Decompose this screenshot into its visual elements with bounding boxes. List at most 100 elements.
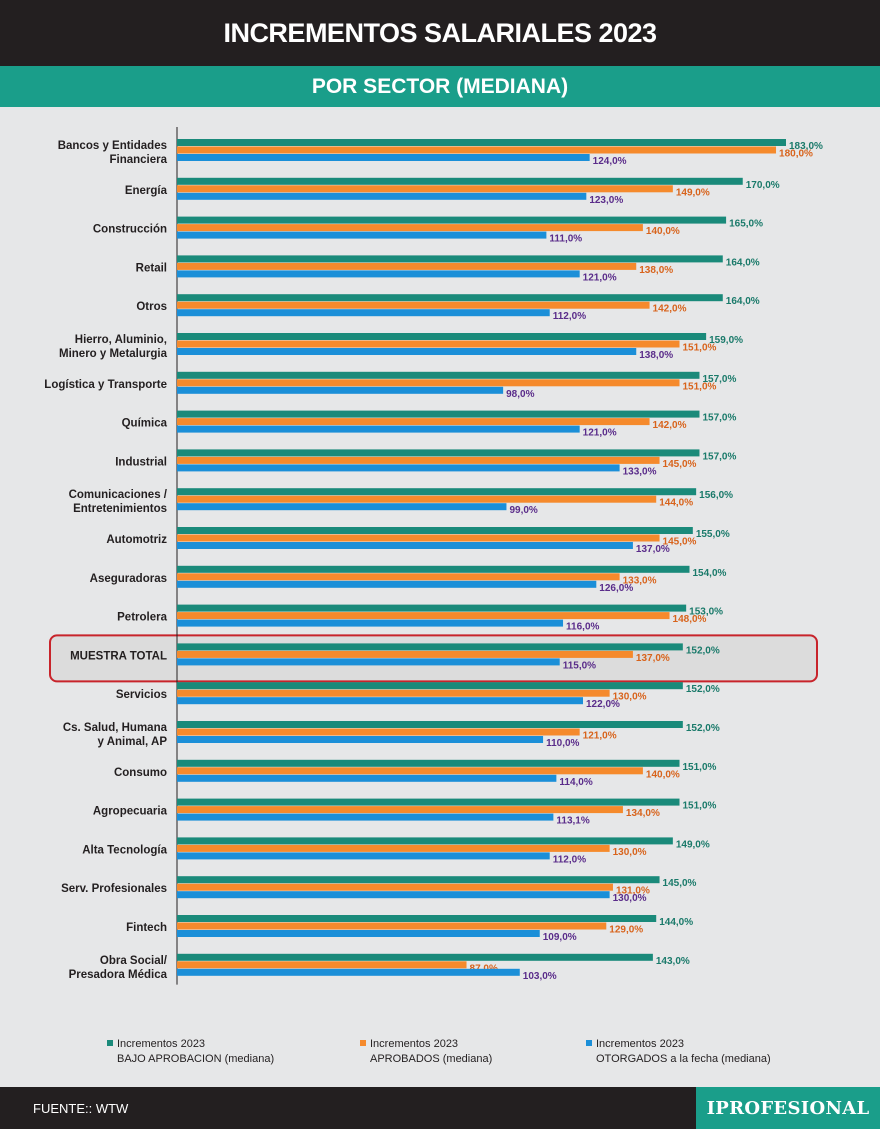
category-label: Aseguradoras [90,573,167,585]
legend-label-line1: Incrementos 2023 [117,1038,206,1050]
legend-label-line1: Incrementos 2023 [596,1038,685,1050]
data-label-otorgados: 109,0% [543,932,577,943]
category-label: Retail [136,262,167,274]
bar-aprobados [177,495,657,503]
bar-aprobados [177,689,610,697]
bar-aprobados [177,456,660,464]
data-label-aprobados: 138,0% [639,265,673,276]
bar-bajo-aprobacion [177,759,680,767]
bar-aprobados [177,806,623,814]
data-label-otorgados: 116,0% [566,622,599,633]
bar-otorgados [177,580,597,588]
bar-bajo-aprobacion [177,876,660,884]
bar-otorgados [177,309,550,317]
data-label-bajo-aprobacion: 149,0% [676,839,710,850]
legend-label-line2: OTORGADOS a la fecha (mediana) [596,1053,771,1065]
category-label: Logística y Transporte [44,379,167,391]
data-label-bajo-aprobacion: 156,0% [699,490,733,501]
category-label: Industrial [115,456,167,468]
bar-chart: Bancos y Entidades Financiera 183,0%180,0%… [44,127,823,985]
bar-aprobados [177,728,580,736]
category-label: Construcción [93,224,167,236]
bar-aprobados [177,262,637,270]
bar-otorgados [177,852,550,860]
data-label-aprobados: 121,0% [583,731,617,742]
data-label-otorgados: 130,0% [613,893,647,904]
data-label-aprobados: 145,0% [663,459,697,470]
bar-bajo-aprobacion [177,721,683,728]
data-label-aprobados: 151,0% [683,343,717,354]
data-label-bajo-aprobacion: 152,0% [686,684,720,695]
data-label-bajo-aprobacion: 145,0% [663,878,697,889]
legend-swatch-blue [586,1040,592,1046]
legend-item-aprobados: Incrementos 2023 APROBADOS (mediana) [360,1037,492,1067]
bar-aprobados [177,534,660,542]
legend-swatch-orange [360,1040,366,1046]
data-label-otorgados: 110,0% [546,738,579,749]
legend-label-line1: Incrementos 2023 [370,1038,459,1050]
data-label-bajo-aprobacion: 165,0% [729,219,763,230]
data-label-otorgados: 112,0% [553,854,586,865]
category-label: Bancos y Entidades Financiera [58,140,168,166]
data-label-bajo-aprobacion: 164,0% [726,296,760,307]
bar-aprobados [177,650,633,658]
category-label: Fintech [126,922,167,934]
bar-aprobados [177,844,610,852]
legend-swatch-teal [107,1040,113,1046]
data-label-otorgados: 124,0% [593,156,627,167]
data-label-bajo-aprobacion: 151,0% [683,762,717,773]
bar-aprobados [177,185,673,193]
data-label-otorgados: 133,0% [623,466,657,477]
bar-bajo-aprobacion [177,449,700,457]
bar-bajo-aprobacion [177,371,700,379]
data-label-otorgados: 121,0% [583,272,617,283]
category-label: Consumo [114,767,167,779]
chart-title: INCREMENTOS SALARIALES 2023 [0,0,880,66]
data-label-aprobados: 130,0% [613,847,647,858]
data-label-bajo-aprobacion: 159,0% [709,335,743,346]
bar-bajo-aprobacion [177,139,786,146]
data-label-aprobados: 142,0% [653,420,687,431]
chart-subtitle: POR SECTOR (MEDIANA) [0,66,880,107]
data-label-otorgados: 121,0% [583,428,617,439]
data-label-aprobados: 151,0% [683,381,717,392]
bar-otorgados [177,231,547,239]
bar-aprobados [177,301,650,309]
data-label-otorgados: 112,0% [553,311,586,322]
bar-aprobados [177,573,620,581]
bar-bajo-aprobacion [177,333,707,340]
bar-aprobados [177,612,670,620]
legend-item-bajo-aprobacion: Incrementos 2023 BAJO APROBACION (median… [107,1037,274,1067]
category-label: Cs. Salud, Humana y Animal, AP [63,722,168,748]
bar-otorgados [177,930,540,937]
data-label-otorgados: 111,0% [549,234,582,245]
data-label-bajo-aprobacion: 155,0% [696,529,730,540]
category-label: Agropecuaria [93,806,168,818]
bar-otorgados [177,154,590,161]
data-label-bajo-aprobacion: 144,0% [659,917,693,928]
data-label-aprobados: 149,0% [676,187,710,198]
data-label-aprobados: 144,0% [659,498,693,509]
bar-aprobados [177,340,680,348]
data-label-bajo-aprobacion: 157,0% [702,374,736,385]
bar-bajo-aprobacion [177,177,743,185]
data-label-aprobados: 145,0% [663,537,697,548]
data-label-aprobados: 131,0% [616,886,650,897]
bar-otorgados [177,774,557,782]
data-label-aprobados: 140,0% [646,769,680,780]
data-label-otorgados: 103,0% [523,971,557,982]
data-label-otorgados: 138,0% [639,350,673,361]
bar-bajo-aprobacion [177,682,683,690]
data-label-otorgados: 114,0% [559,777,592,788]
data-label-aprobados: 180,0% [779,149,813,160]
bar-otorgados [177,192,587,200]
data-label-aprobados: 134,0% [626,808,660,819]
data-label-aprobados: 130,0% [613,692,647,703]
data-label-aprobados: 137,0% [636,653,670,664]
category-label: Química [122,418,168,430]
bar-bajo-aprobacion [177,953,653,961]
category-label: Obra Social/Presadora Médica [69,955,168,981]
bar-otorgados [177,425,580,433]
data-label-bajo-aprobacion: 157,0% [702,451,736,462]
data-label-aprobados: 140,0% [646,226,680,237]
